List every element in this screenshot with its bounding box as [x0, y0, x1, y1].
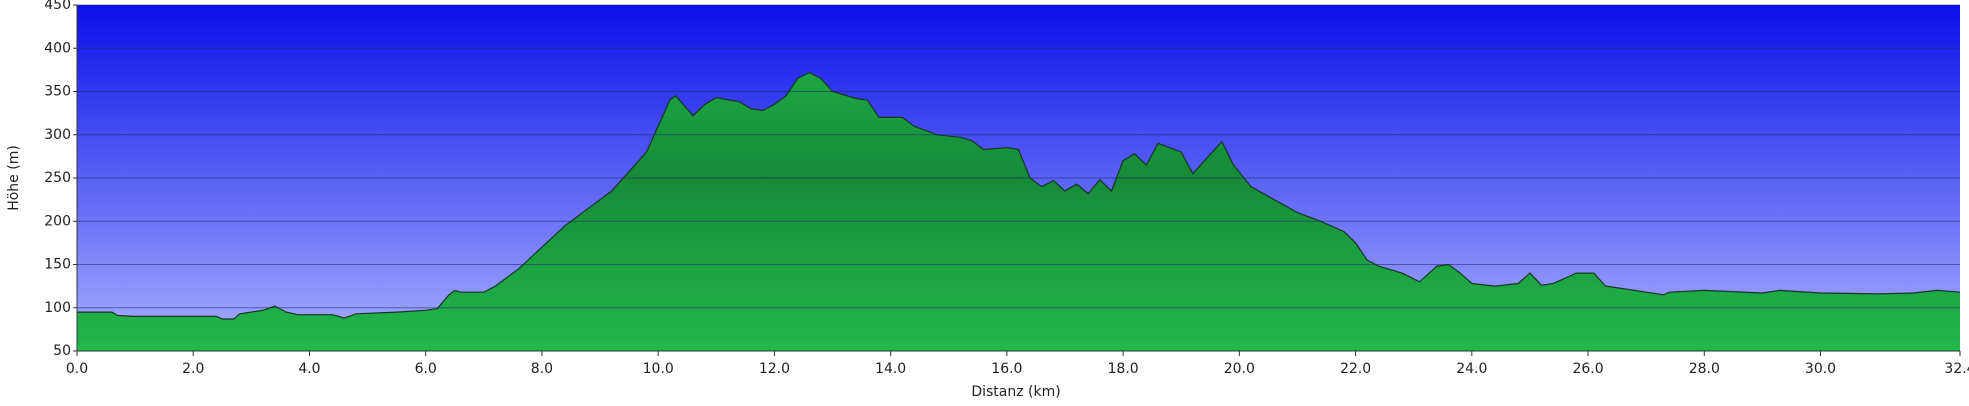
x-tick-label: 20.0: [1224, 361, 1255, 377]
x-tick-label: 4.0: [298, 361, 320, 377]
y-tick-label: 150: [44, 257, 71, 273]
elevation-line: [77, 71, 1961, 320]
x-tick-label: 26.0: [1572, 361, 1603, 377]
x-tick-label: 28.0: [1689, 361, 1720, 377]
x-tick-label: 16.0: [991, 361, 1022, 377]
x-tick-label: 0.0: [66, 361, 88, 377]
y-axis-label: Höhe (m): [6, 145, 22, 211]
y-tick-label: 250: [44, 170, 71, 186]
y-tick-label: 50: [53, 343, 71, 359]
x-tick-label: 6.0: [415, 361, 437, 377]
x-tick-label: 22.0: [1340, 361, 1371, 377]
y-tick-label: 450: [44, 0, 71, 13]
elevation-area: [77, 72, 1960, 351]
y-tick-label: 400: [44, 40, 71, 56]
x-tick-label: 18.0: [1108, 361, 1139, 377]
x-tick-label: 24.0: [1456, 361, 1487, 377]
x-tick-label: 30.0: [1805, 361, 1836, 377]
y-tick-label: 350: [44, 84, 71, 100]
x-axis-label: Distanz (km): [971, 384, 1060, 400]
x-tick-label: 10.0: [643, 361, 674, 377]
x-tick-label: 2.0: [182, 361, 204, 377]
y-tick-label: 200: [44, 213, 71, 229]
x-tick-label: 12.0: [759, 361, 790, 377]
y-tick-label: 100: [44, 300, 71, 316]
x-tick-label: 8.0: [531, 361, 553, 377]
x-tick-label: 32.4: [1944, 361, 1969, 377]
y-tick-label: 300: [44, 127, 71, 143]
x-tick-label: 14.0: [875, 361, 906, 377]
